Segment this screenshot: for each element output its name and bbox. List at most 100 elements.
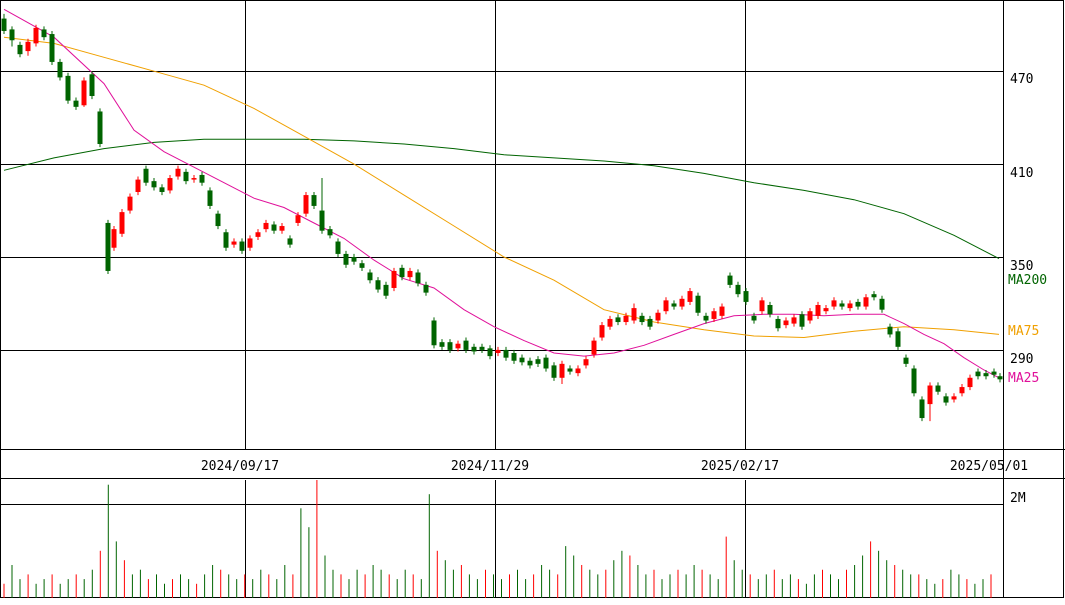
candle-down xyxy=(751,315,757,321)
candle-up xyxy=(81,80,87,106)
candle-up xyxy=(759,300,765,312)
candle-down xyxy=(743,291,749,302)
candle-down xyxy=(695,295,701,313)
candle-down xyxy=(65,75,71,101)
candle-down xyxy=(271,224,277,231)
candle-down xyxy=(487,348,493,357)
candle-up xyxy=(111,229,117,248)
candle-down xyxy=(327,229,333,236)
candle-down xyxy=(983,373,989,377)
candle-up xyxy=(295,215,301,223)
candle-down xyxy=(447,342,453,350)
candle-up xyxy=(407,270,413,278)
candle-down xyxy=(367,272,373,281)
candle-down xyxy=(207,190,213,206)
candle-up xyxy=(831,300,837,307)
candle-down xyxy=(471,346,477,352)
candle-down xyxy=(1,18,7,31)
candle-up xyxy=(679,298,685,307)
candle-up xyxy=(135,179,141,192)
candle-down xyxy=(871,294,877,298)
candle-up xyxy=(591,340,597,355)
volume-panel xyxy=(0,480,1003,598)
candle-down xyxy=(159,187,165,192)
y-tick-label: 470 xyxy=(1010,72,1033,87)
candle-down xyxy=(839,303,845,307)
candle-down xyxy=(735,284,741,295)
candle-down xyxy=(919,399,925,419)
candle-up xyxy=(247,238,253,248)
candle-down xyxy=(89,74,95,96)
candle-down xyxy=(511,353,517,361)
ma-line-ma200 xyxy=(3,138,1000,260)
candle-down xyxy=(543,357,549,369)
candle-up xyxy=(391,270,397,288)
candle-down xyxy=(879,298,885,310)
candle-down xyxy=(151,181,157,188)
candle-up xyxy=(719,306,725,316)
candle-down xyxy=(463,340,469,350)
candle-down xyxy=(431,320,437,346)
candle-up xyxy=(575,368,581,374)
x-tick-label: 2024/09/17 xyxy=(201,459,279,474)
candle-down xyxy=(567,368,573,372)
candle-down xyxy=(855,301,861,307)
y-tick-label: 290 xyxy=(1010,352,1033,367)
candle-down xyxy=(223,232,229,248)
candle-down xyxy=(359,263,365,268)
candle-down xyxy=(73,100,79,107)
candle-up xyxy=(967,377,973,388)
candle-up xyxy=(815,305,821,316)
candle-up xyxy=(951,396,957,400)
candle-down xyxy=(375,280,381,290)
ma-line-ma25 xyxy=(3,8,1000,379)
candle-down xyxy=(183,171,189,182)
candle-down xyxy=(97,111,103,144)
candle-down xyxy=(519,357,525,363)
candle-up xyxy=(191,178,197,180)
ma-labels: MA200 MA75 MA25 xyxy=(1008,273,1047,386)
candle-down xyxy=(775,318,781,329)
candle-up xyxy=(599,325,605,338)
candle-down xyxy=(535,359,541,364)
candle-up xyxy=(25,41,31,52)
candle-down xyxy=(239,241,245,251)
candle-down xyxy=(9,29,15,41)
candle-up xyxy=(559,363,565,378)
candle-down xyxy=(895,331,901,347)
y-tick-label: 350 xyxy=(1010,259,1033,274)
candle-up xyxy=(663,300,669,312)
candle-down xyxy=(671,303,677,307)
candle-down xyxy=(997,376,1003,380)
candle-down xyxy=(887,326,893,335)
candle-down xyxy=(799,314,805,327)
ma75-label: MA75 xyxy=(1008,324,1039,339)
candle-up xyxy=(863,297,869,307)
candle-up xyxy=(279,226,285,231)
candle-up xyxy=(847,303,853,309)
candle-up xyxy=(927,385,933,405)
x-tick-label: 2025/02/17 xyxy=(701,459,779,474)
candle-down xyxy=(105,222,111,271)
candle-down xyxy=(975,371,981,377)
candle-up xyxy=(127,196,133,211)
candle-down xyxy=(503,349,509,358)
candle-up xyxy=(687,291,693,302)
candle-down xyxy=(527,360,533,366)
ma-line-ma75 xyxy=(3,36,1000,339)
candle-up xyxy=(583,359,589,366)
candle-up xyxy=(783,320,789,326)
candle-down xyxy=(479,346,485,350)
candle-down xyxy=(41,29,47,38)
candle-up xyxy=(167,178,173,191)
candle-up xyxy=(255,232,261,237)
x-tick-label: 2025/05/01 xyxy=(950,459,1028,474)
candle-down xyxy=(423,284,429,293)
candle-down xyxy=(319,210,325,231)
candle-up xyxy=(495,349,501,354)
candle-down xyxy=(551,365,557,378)
x-tick-label: 2024/11/29 xyxy=(451,459,529,474)
